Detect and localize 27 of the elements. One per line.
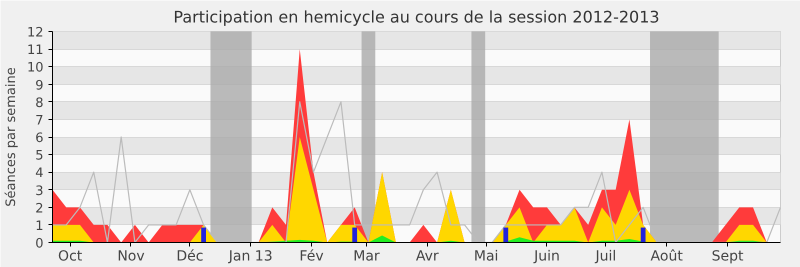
y-tick-label: 0 (35, 236, 44, 252)
y-tick-label: 5 (35, 148, 44, 164)
x-tick-label: Oct (58, 248, 83, 264)
y-tick-label: 1 (35, 218, 44, 234)
x-tick-label: Déc (176, 248, 204, 264)
x-tick-label: Jan 13 (228, 248, 273, 264)
x-tick-label: Juil (594, 248, 616, 264)
x-tick-label: Août (650, 248, 684, 264)
x-tick-label: Juin (533, 248, 560, 264)
x-tick-label: Sept (712, 248, 744, 264)
y-axis-title: Séances par semaine (4, 67, 19, 207)
x-tick-label: Fév (299, 248, 324, 264)
y-tick-label: 7 (35, 113, 44, 128)
x-tick-label: Nov (117, 248, 145, 264)
chart-title: Participation en hemicycle au cours de la session 2012-2013 (173, 8, 660, 26)
y-tick-label: 8 (35, 96, 44, 111)
y-tick-label: 4 (35, 166, 44, 182)
y-tick-label: 11 (26, 43, 44, 58)
y-tick-label: 2 (35, 201, 44, 216)
x-tick-label: Mar (353, 248, 380, 264)
y-tick-label: 9 (35, 78, 44, 94)
x-tick-label: Mai (474, 248, 498, 264)
y-tick-label: 3 (35, 184, 44, 199)
x-tick-label: Avr (416, 248, 439, 264)
y-tick-label: 6 (35, 131, 44, 146)
y-tick-label: 10 (26, 60, 44, 76)
y-tick-label: 12 (26, 26, 44, 40)
